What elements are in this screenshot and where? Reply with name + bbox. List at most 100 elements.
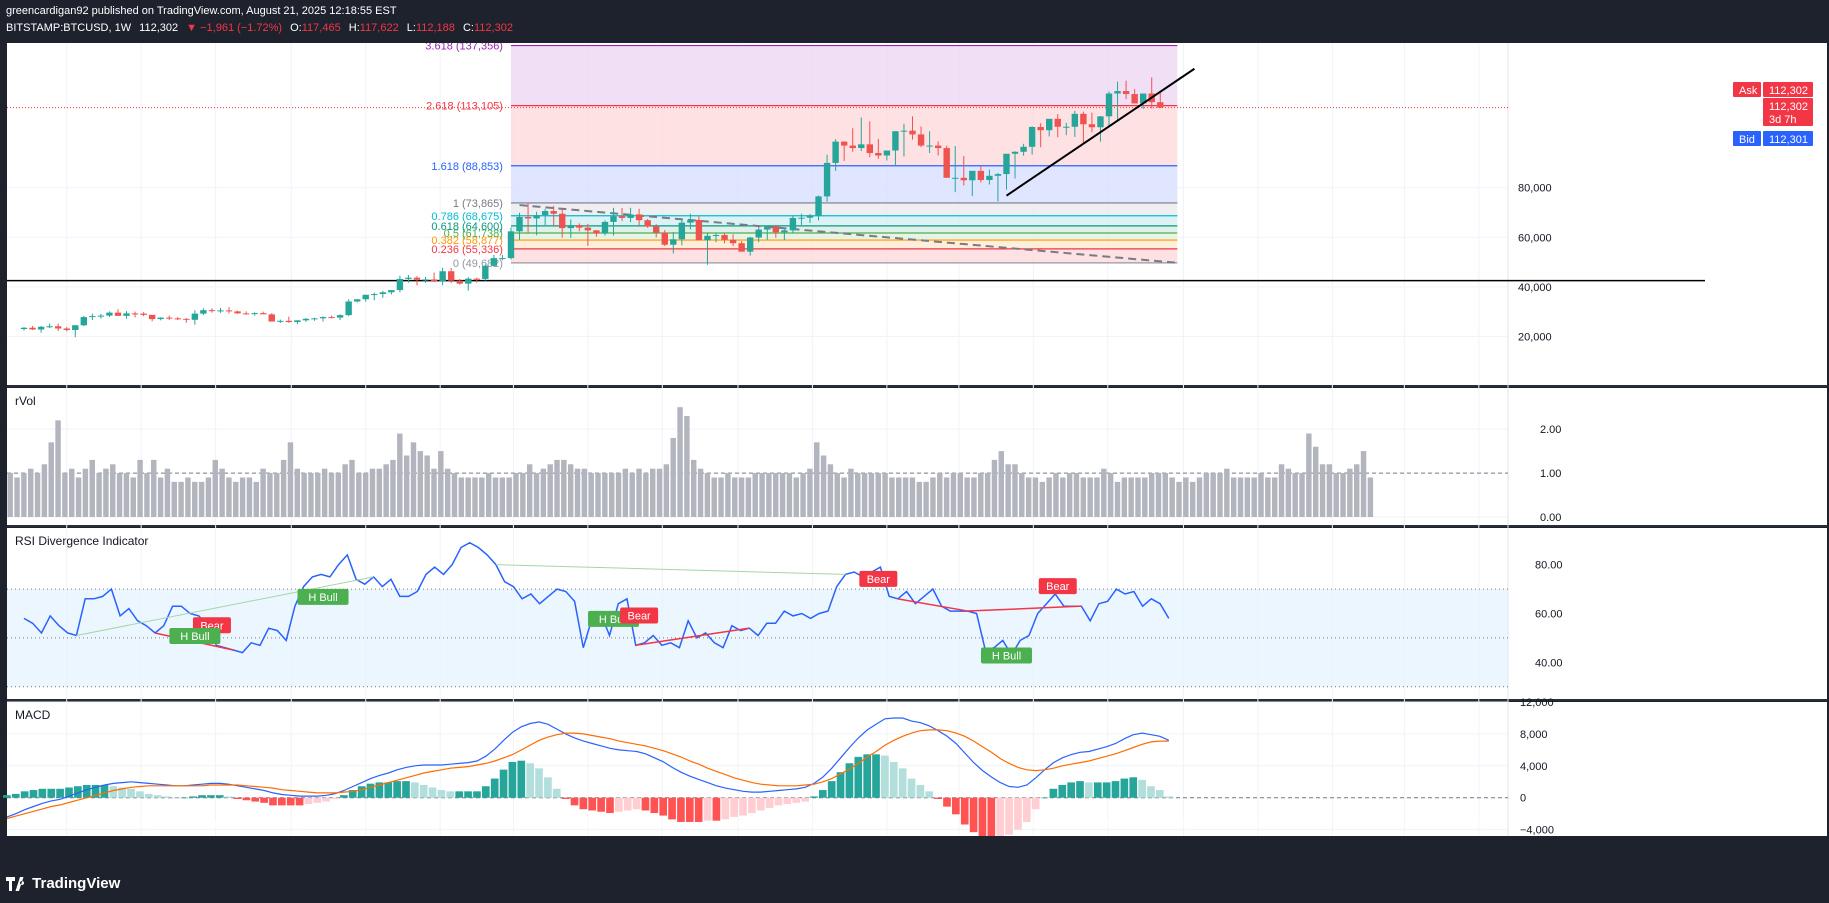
x-tick-label: Sep <box>1174 818 1194 830</box>
candle-body <box>268 314 275 322</box>
rvol-bar <box>1135 477 1141 517</box>
rvol-bar <box>1333 473 1339 517</box>
rvol-bar <box>301 473 307 517</box>
candle-body <box>234 311 241 314</box>
candle <box>20 327 28 331</box>
candle <box>208 308 216 313</box>
macd-line[interactable] <box>6 717 1170 818</box>
rvol-bar <box>697 468 704 517</box>
rising-trendline[interactable] <box>1005 67 1195 197</box>
candle <box>1139 93 1147 109</box>
macd-hist-bar <box>588 797 597 811</box>
candle-body <box>533 215 540 219</box>
rvol-bar <box>909 477 916 517</box>
macd-hist-bar <box>659 797 668 816</box>
candle-body <box>840 141 848 146</box>
candle <box>917 126 925 148</box>
macd-hist-bar <box>943 797 951 807</box>
macd-hist-bar <box>969 797 978 833</box>
candle-body <box>832 141 839 163</box>
rvol-bar <box>465 477 471 517</box>
candle <box>541 208 549 226</box>
macd-hist-bar <box>818 790 827 798</box>
candle-body <box>20 327 28 329</box>
chart-canvas[interactable]: Mar May Jul Sep Nov 2024 Mar May Jul Sep Nov 2025 Ma… <box>0 43 1829 839</box>
pane-macd[interactable] <box>7 702 1827 836</box>
price-label-tag <box>1733 131 1761 146</box>
symbol-line: BITSTAMP:BTCUSD, 1W 112,302 ▼ −1,961 (−1… <box>6 22 513 34</box>
candle <box>644 218 651 228</box>
candle <box>157 317 164 321</box>
hidden-bull-label[interactable]: H Bull <box>980 647 1032 664</box>
rvol-bar <box>492 477 499 517</box>
fib-level: 3.618 (137,356) <box>425 43 1178 53</box>
fib-zone <box>510 248 1178 263</box>
macd-hist-bar <box>1049 788 1058 798</box>
fib-level: 2.618 (113,105) <box>426 101 1178 113</box>
rvol-bar <box>991 459 998 517</box>
rvol-bar <box>670 437 676 517</box>
rvol-bar <box>567 464 574 517</box>
rvol-bar <box>718 477 724 517</box>
rvol-bar <box>1107 473 1114 517</box>
symbol-text[interactable]: BITSTAMP:BTCUSD, 1W <box>6 22 132 34</box>
rvol-bar <box>1005 464 1011 517</box>
macd-hist-bar <box>898 768 907 798</box>
macd-histogram <box>3 754 1173 838</box>
candle <box>225 307 233 314</box>
bear-label[interactable]: Bear <box>859 570 898 587</box>
candle <box>447 268 455 284</box>
candle <box>388 290 395 295</box>
macd-hist-bar <box>827 781 836 798</box>
candle <box>1046 118 1053 137</box>
candle-body <box>439 271 446 282</box>
candle <box>712 233 720 243</box>
candle-body <box>242 313 250 315</box>
rvol-bar <box>287 442 294 517</box>
candle-body <box>1071 113 1079 127</box>
rvol-bar <box>759 473 765 517</box>
candle-body <box>627 214 634 218</box>
bear-label[interactable]: Bear <box>1038 578 1077 595</box>
rsi-y-tick: 40.00 <box>1535 657 1563 669</box>
bear-label[interactable]: Bear <box>620 607 659 624</box>
macd-hist-bar <box>428 787 437 798</box>
candle <box>148 314 156 322</box>
candle <box>371 292 378 301</box>
rvol-bar <box>342 464 348 517</box>
candle-body <box>729 239 737 244</box>
signal-line[interactable] <box>6 729 1169 820</box>
tradingview-footer: TradingView <box>6 875 120 892</box>
macd-hist-bar <box>535 768 543 798</box>
candle <box>593 230 600 237</box>
price-label-name: Bid <box>1739 134 1755 146</box>
candle-body <box>977 170 985 181</box>
rvol-bar <box>137 459 143 517</box>
rvol-bar <box>1217 473 1223 517</box>
macd-hist-bar <box>641 797 650 811</box>
rvol-bar <box>1073 473 1080 517</box>
rvol-bar <box>615 473 622 517</box>
price-label-sub: 3d 7h <box>1769 114 1797 126</box>
macd-hist-bar <box>100 784 109 798</box>
candle <box>524 203 532 234</box>
hidden-bull-label[interactable]: H Bull <box>297 588 349 605</box>
rvol-bar <box>732 477 738 517</box>
rvol-bar <box>260 468 266 517</box>
candle <box>430 272 438 283</box>
price-label-box <box>1763 82 1813 97</box>
macd-hist-bar <box>783 797 792 805</box>
candle <box>473 277 480 283</box>
candle <box>533 211 540 236</box>
rvol-bar <box>902 477 909 517</box>
candle <box>106 311 113 318</box>
candle <box>1122 80 1130 100</box>
candle-body <box>559 213 566 229</box>
candle-body <box>849 145 856 149</box>
candle <box>260 311 267 315</box>
rvol-bar <box>998 451 1005 517</box>
macd-hist-bar <box>730 797 738 817</box>
rvol-bar <box>62 473 68 517</box>
hidden-bull-label[interactable]: H Bull <box>169 627 221 644</box>
candle <box>559 209 566 238</box>
